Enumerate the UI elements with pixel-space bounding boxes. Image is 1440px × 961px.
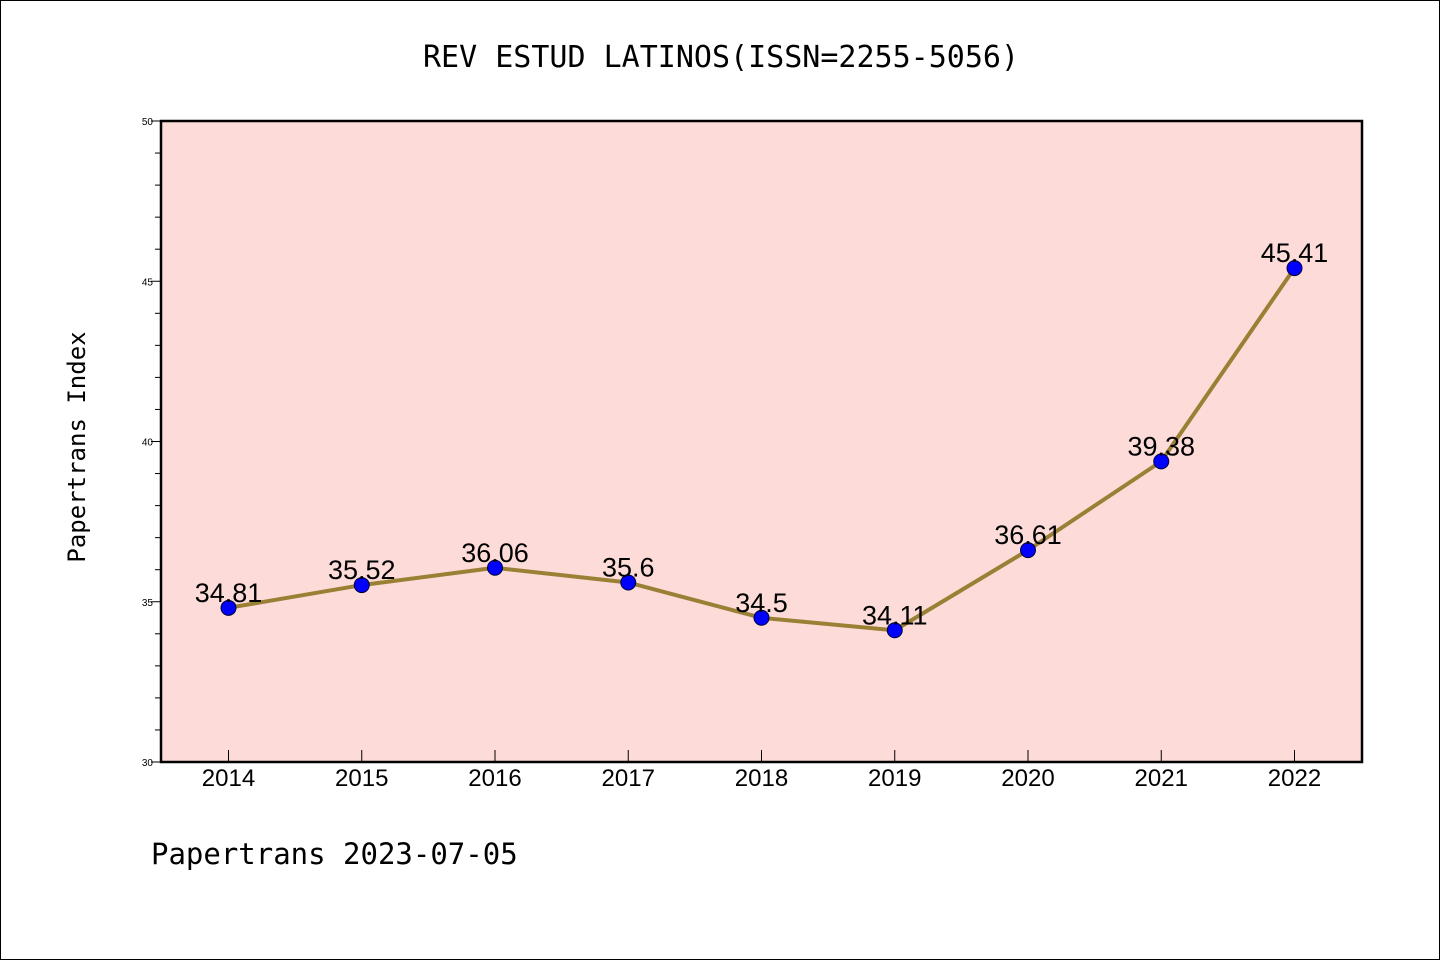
data-point [1153, 453, 1170, 470]
data-label: 36.61 [994, 520, 1062, 550]
x-tick-label: 2018 [735, 765, 788, 792]
x-tick-label: 2019 [868, 765, 921, 792]
x-tick-label: 2022 [1268, 765, 1321, 792]
data-point [220, 599, 237, 616]
y-tick-label: 50 [142, 117, 154, 128]
data-point [487, 559, 503, 576]
y-tick-label: 30 [142, 758, 154, 769]
data-label: 34.11 [862, 600, 928, 630]
data-label: 39.38 [1127, 431, 1195, 461]
data-point [353, 577, 370, 594]
y-tick-label: 45 [142, 277, 154, 288]
data-point [1286, 260, 1303, 277]
y-axis: 30 35 40 45 50 [142, 117, 161, 769]
data-point [1020, 542, 1036, 559]
x-tick-label: 2017 [602, 765, 655, 792]
data-label: 35.6 [602, 553, 655, 583]
y-tick-label: 35 [142, 598, 154, 609]
chart-title: REV ESTUD LATINOS(ISSN=2255-5056) [423, 40, 1019, 75]
data-point [620, 574, 637, 591]
x-tick-label: 2015 [335, 765, 388, 792]
data-point [753, 609, 770, 626]
footer-text: Papertrans 2023-07-05 [151, 837, 518, 871]
plot-area [159, 119, 1364, 764]
x-axis: 2014 2015 2016 2017 2018 2019 2020 2021 2022 [202, 750, 1321, 792]
data-label: 35.52 [328, 555, 396, 585]
x-tick-label: 2014 [202, 765, 255, 792]
data-label: 34.81 [195, 578, 263, 608]
y-tick-label: 40 [142, 438, 154, 449]
x-tick-label: 2020 [1001, 765, 1054, 792]
x-tick-label: 2021 [1135, 765, 1188, 792]
y-axis-label: Papertrans Index [63, 331, 91, 562]
x-tick-label: 2016 [468, 765, 521, 792]
data-label: 34.5 [735, 588, 788, 618]
series-layer: 34.81 35.52 36.06 35.6 34.5 34.11 36.61 39.38 45… [195, 238, 1329, 639]
data-label: 36.06 [461, 538, 529, 568]
data-point [886, 622, 903, 639]
data-label: 45.41 [1261, 238, 1329, 268]
